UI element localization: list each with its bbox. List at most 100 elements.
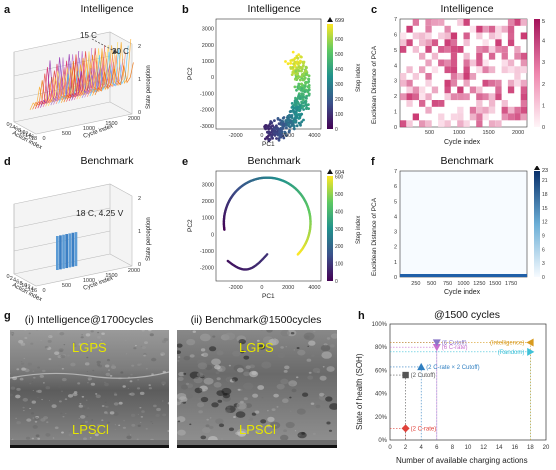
panel-c-cell bbox=[476, 100, 483, 107]
panel-c-y-tick: 4 bbox=[394, 63, 397, 69]
panel-e-colorbar-tick: 100 bbox=[335, 262, 344, 268]
sem-speck bbox=[30, 412, 35, 415]
panel-c-cell bbox=[425, 120, 432, 128]
panel-c-cell bbox=[469, 59, 477, 67]
panel-b-point bbox=[271, 124, 274, 128]
sem-speck bbox=[85, 333, 91, 337]
panel-c-cell bbox=[450, 93, 458, 101]
sem-image-intelligence: LGPS LPSCl bbox=[10, 330, 169, 448]
panel-b-point bbox=[302, 108, 305, 111]
panel-c-cell bbox=[495, 39, 502, 47]
panel-c-cell bbox=[476, 25, 483, 33]
panel-h-point-label: (2 C-rate × 2 Cutoff) bbox=[426, 365, 479, 371]
sem-speck bbox=[53, 420, 55, 421]
panel-d-y-ticks: 0 500 1000 1500 2000 bbox=[42, 268, 140, 294]
panel-f-x-label: Cycle index bbox=[444, 289, 481, 296]
sem-speck bbox=[105, 364, 110, 368]
panel-b-point bbox=[304, 65, 308, 69]
panel-c-cell bbox=[412, 93, 419, 101]
sem-speck bbox=[104, 381, 106, 383]
panel-e-colorbar-tick: 600 bbox=[335, 175, 344, 181]
panel-c-letter: c bbox=[371, 4, 378, 16]
sem-speck bbox=[104, 401, 107, 403]
sem-speck bbox=[141, 330, 145, 332]
panel-c-cell bbox=[412, 86, 419, 94]
sem-speck bbox=[297, 349, 306, 356]
panel-c-cell bbox=[444, 59, 451, 67]
panel-c-colorbar-tick: 4 bbox=[542, 39, 545, 45]
sem-speck bbox=[62, 416, 65, 418]
panel-f-y-tick: 3 bbox=[394, 230, 397, 236]
sem-speck bbox=[196, 372, 204, 377]
sem-speck bbox=[283, 370, 288, 373]
panel-b-point bbox=[287, 130, 291, 134]
panel-e-colorbar bbox=[327, 176, 333, 281]
panel-f-plot-area bbox=[399, 170, 528, 278]
panel-e-y-tick: 0 bbox=[211, 232, 214, 238]
sem-speck bbox=[330, 333, 337, 339]
sem-speck bbox=[45, 386, 51, 390]
sem-speck bbox=[81, 334, 83, 336]
panel-c-cell bbox=[488, 52, 496, 60]
sem-speck bbox=[291, 388, 297, 393]
sem-speck bbox=[326, 366, 335, 372]
sem-speck bbox=[35, 390, 39, 393]
panel-c-cell bbox=[457, 93, 464, 101]
panel-d-bar bbox=[62, 234, 65, 269]
panel-e-colorbar-tick: 500 bbox=[335, 192, 344, 198]
panel-b-point bbox=[304, 72, 308, 76]
panel-d-bar bbox=[68, 233, 72, 268]
panel-c-cell bbox=[419, 120, 426, 128]
panel-d-title: Benchmark bbox=[80, 155, 134, 167]
sem-speck bbox=[245, 403, 252, 408]
sem-speck bbox=[43, 382, 45, 384]
panel-c-cell bbox=[507, 79, 515, 87]
panel-f-colorbar-tick: 0 bbox=[542, 275, 545, 281]
panel-e-colorbar-tick: 300 bbox=[335, 227, 344, 233]
sem-speck bbox=[137, 414, 140, 415]
panel-c-cell bbox=[419, 86, 426, 94]
sem-speck bbox=[71, 394, 73, 396]
d-y-tick: 1000 bbox=[83, 278, 95, 284]
panel-c-cell bbox=[507, 32, 515, 40]
sem-speck bbox=[18, 339, 24, 344]
panel-b-point bbox=[278, 129, 282, 133]
sem-speck bbox=[31, 400, 36, 404]
panel-b-point bbox=[286, 116, 289, 120]
sem-speck bbox=[118, 401, 123, 405]
panel-b-point bbox=[272, 127, 276, 131]
a-x-tick: 4 bbox=[12, 125, 15, 131]
sem-speck bbox=[193, 376, 203, 384]
panel-h-letter: h bbox=[358, 310, 365, 322]
panel-b-colorbar-ticks: 600 500 400 300 200 100 0 bbox=[335, 37, 344, 133]
panel-b-point bbox=[285, 126, 288, 130]
panel-c-cell bbox=[444, 79, 451, 87]
a-x-tick: 14 bbox=[25, 133, 31, 139]
sem-speck bbox=[254, 410, 260, 414]
sem-speck bbox=[186, 338, 196, 346]
panel-f-letter: f bbox=[371, 156, 375, 168]
panel-c-cell bbox=[450, 73, 458, 80]
sem-speck bbox=[137, 379, 140, 381]
panel-b-point bbox=[300, 120, 304, 124]
panel-c-cell bbox=[501, 52, 508, 60]
panel-b-colorbar-arrow bbox=[327, 17, 333, 22]
panel-b-point bbox=[297, 82, 301, 86]
panel-b-point bbox=[295, 88, 298, 92]
panel-d-bar bbox=[71, 232, 75, 267]
sem-speck bbox=[221, 438, 224, 440]
panel-b-y-label: PC2 bbox=[187, 67, 194, 80]
sem-speck bbox=[294, 430, 297, 432]
sem-right-footer bbox=[177, 445, 337, 448]
panel-b-point bbox=[294, 101, 298, 105]
panel-c-cell bbox=[488, 25, 496, 33]
panel-f-x-tick: 1000 bbox=[457, 281, 469, 287]
sem-speck bbox=[267, 416, 275, 422]
sem-speck bbox=[105, 405, 109, 408]
sem-speck bbox=[81, 395, 85, 398]
panel-c-cell bbox=[400, 79, 407, 87]
sem-speck bbox=[213, 382, 222, 388]
sem-speck bbox=[140, 421, 142, 423]
panel-e-colorbar-tick: 200 bbox=[335, 244, 344, 250]
